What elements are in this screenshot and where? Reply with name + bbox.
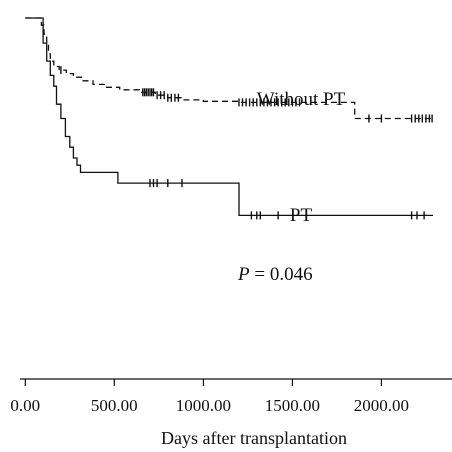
without-pt-curve [25,17,433,120]
p-value-annotation: P = 0.046 [237,264,313,285]
series-label-without-pt: Without PT [257,89,346,110]
pt-curve [25,17,433,217]
x-axis-ticks: 0.00 500.00 1000.00 1500.00 2000.00 [10,379,409,415]
x-tick-label: 0.00 [10,396,40,415]
x-tick-label: 1500.00 [265,396,320,415]
series-label-pt: PT [290,205,313,226]
x-tick-label: 2000.00 [354,396,409,415]
x-tick-label: 500.00 [91,396,138,415]
p-value-text: = 0.046 [250,264,313,285]
survival-curves [25,17,433,217]
p-value-symbol: P [237,264,250,285]
x-tick-label: 1000.00 [176,396,231,415]
censor-marks [60,66,433,220]
x-axis-label: Days after transplantation [161,428,347,448]
